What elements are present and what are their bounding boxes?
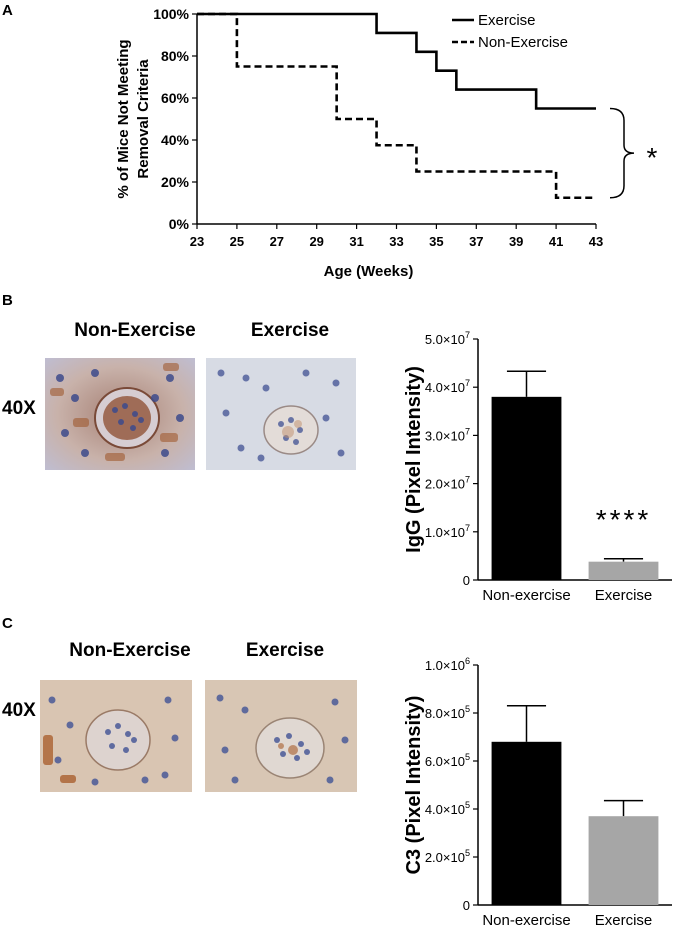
panel-a-xtick-label: 33 — [389, 234, 403, 249]
panel-a-ytick-label: 40% — [161, 132, 190, 148]
panel-c-ytick-label: 8.0×105 — [425, 704, 470, 721]
panel-a-ytick-label: 20% — [161, 174, 190, 190]
panel-b-magnification: 40X — [2, 398, 36, 419]
panel-a-xtick-label: 25 — [230, 234, 244, 249]
panel-a-letter: A — [2, 2, 13, 19]
panel-c-ylabel: C3 (Pixel Intensity) — [403, 696, 425, 875]
panel-b-ylabel: IgG (Pixel Intensity) — [403, 366, 425, 553]
micrograph-c3-exercise — [205, 680, 357, 792]
panel-b-ytick-label: 1.0×107 — [425, 523, 470, 540]
micrograph-c3-nonexercise — [40, 680, 192, 792]
panel-a-significance: * — [647, 142, 658, 173]
panel-b-chart: 0 1.0×107 2.0×107 3.0×107 4.0×107 5.0×107 Non-… — [403, 330, 672, 604]
panel-c-ytick-label: 0 — [463, 898, 470, 913]
panel-a-ytick-label: 0% — [169, 216, 190, 232]
panel-c-xtick-label: Non-exercise — [482, 912, 570, 929]
panel-a-xtick-label: 35 — [429, 234, 443, 249]
panel-b-ytick-label: 5.0×107 — [425, 330, 470, 347]
panel-b-title-exercise: Exercise — [250, 320, 330, 341]
panel-a-xlabel: Age (Weeks) — [324, 263, 414, 280]
panel-a-series-0 — [197, 12, 596, 110]
panel-c-xtick-label: Exercise — [595, 912, 653, 929]
panel-c-bar-1 — [588, 816, 659, 905]
panel-c-ytick-label: 2.0×105 — [425, 848, 470, 865]
panel-c-ytick-label: 1.0×106 — [425, 656, 470, 673]
panel-b-ytick-label: 0 — [463, 573, 470, 588]
panel-b-significance: **** — [596, 504, 652, 535]
panel-a-legend-label: Exercise — [478, 12, 536, 29]
panel-b-xtick-label: Exercise — [595, 587, 653, 604]
panel-c-ytick-label: 6.0×105 — [425, 752, 470, 769]
panel-b-ytick-label: 3.0×107 — [425, 426, 470, 443]
panel-a-ytick-label: 80% — [161, 48, 190, 64]
panel-c-magnification: 40X — [2, 700, 36, 721]
panel-b-title-nonexercise: Non-Exercise — [74, 320, 196, 341]
panel-a-significance-bracket — [609, 107, 635, 199]
panel-c-ytick-label: 4.0×105 — [425, 800, 470, 817]
panel-b-ytick-label: 4.0×107 — [425, 378, 470, 395]
panel-b-bar-0 — [491, 396, 562, 580]
panel-b-xtick-label: Non-exercise — [482, 587, 570, 604]
panel-a-ytick-label: 60% — [161, 90, 190, 106]
panel-a-ylabel: % of Mice Not Meeting Removal Criteria — [115, 39, 152, 198]
panel-b-bar-1 — [588, 561, 659, 580]
panel-a-xtick-label: 31 — [349, 234, 363, 249]
panel-c-letter: C — [2, 615, 13, 632]
panel-c-title-nonexercise: Non-Exercise — [69, 640, 191, 661]
panel-a-chart: 0% 20% 40% 60% 80% 100% 23 25 27 29 31 33 35 37 39 41 43… — [115, 6, 658, 280]
panel-c-chart: 0 2.0×105 4.0×105 6.0×105 8.0×105 1.0×106 Non-… — [403, 656, 672, 929]
micrograph-igg-exercise — [206, 358, 356, 470]
panel-a-xtick-label: 27 — [270, 234, 284, 249]
panel-b-letter: B — [2, 292, 13, 309]
panel-a-xtick-label: 39 — [509, 234, 523, 249]
micrograph-igg-nonexercise — [45, 358, 195, 470]
panel-a-xtick-label: 23 — [190, 234, 204, 249]
panel-a-series-1 — [197, 12, 596, 200]
panel-a-legend-label: Non-Exercise — [478, 34, 568, 51]
panel-a-xtick-label: 37 — [469, 234, 483, 249]
panel-a-ytick-label: 100% — [153, 6, 189, 22]
panel-a-xtick-label: 29 — [309, 234, 323, 249]
panel-a-xtick-label: 41 — [549, 234, 563, 249]
panel-c-bar-0 — [491, 741, 562, 905]
panel-b-ytick-label: 2.0×107 — [425, 475, 470, 492]
panel-c-title-exercise: Exercise — [245, 640, 325, 661]
panel-a-xtick-label: 43 — [589, 234, 603, 249]
